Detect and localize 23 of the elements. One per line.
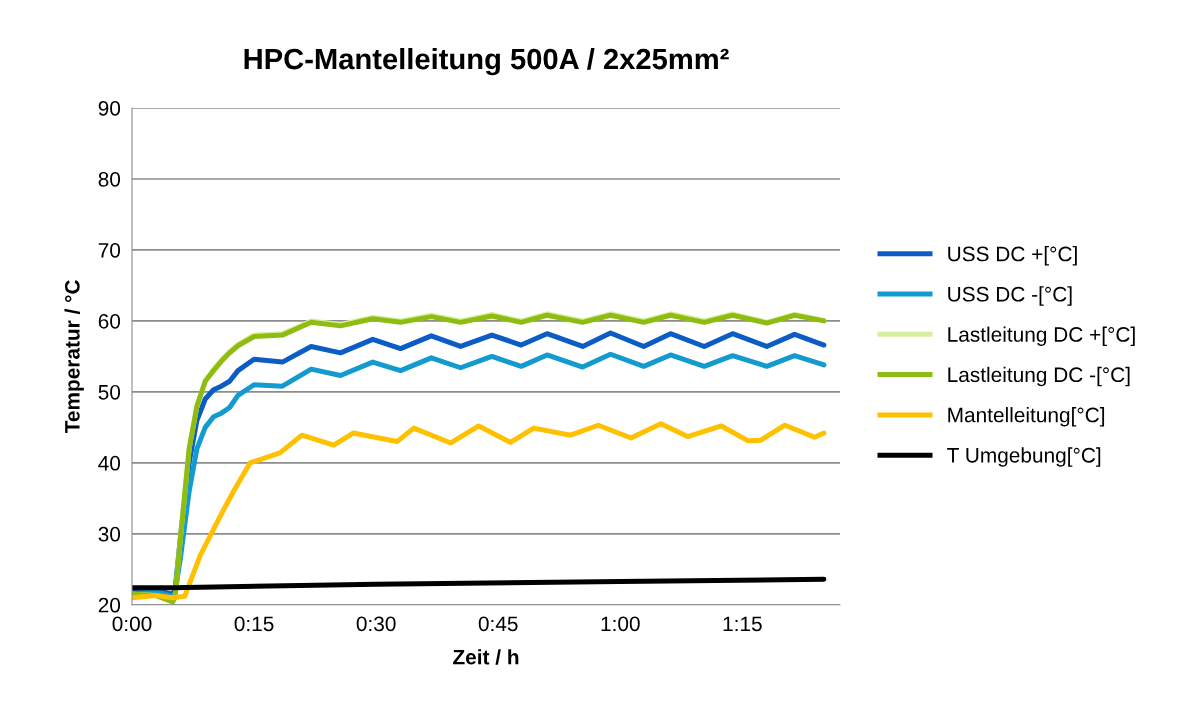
y-tick-label: 30 bbox=[98, 526, 121, 542]
legend-label: Mantelleitung[°C] bbox=[948, 407, 1105, 427]
x-tick-label: 0:15 bbox=[234, 616, 274, 632]
y-tick-label: 90 bbox=[98, 101, 121, 116]
legend-label: USS DC -[°C] bbox=[948, 286, 1072, 306]
x-axis-title: Zeit / h bbox=[453, 649, 519, 665]
x-tick-label: 0:45 bbox=[478, 616, 518, 632]
y-tick-label: 80 bbox=[98, 171, 121, 187]
x-tick-label: 0:00 bbox=[112, 616, 152, 632]
chart-title: HPC-Mantelleitung 500A / 2x25mm² bbox=[244, 47, 729, 76]
legend-label: Lastleitung DC +[°C] bbox=[948, 326, 1135, 346]
y-tick-label: 60 bbox=[98, 313, 121, 329]
y-tick-label: 20 bbox=[98, 597, 121, 613]
legend-label: T Umgebung[°C] bbox=[947, 447, 1101, 467]
x-tick-label: 1:00 bbox=[601, 616, 640, 632]
legend-label: USS DC +[°C] bbox=[948, 246, 1077, 266]
y-axis-title: Temperatur / °C bbox=[64, 280, 84, 434]
x-tick-label: 0:30 bbox=[356, 616, 396, 632]
legend-label: Lastleitung DC -[°C] bbox=[948, 366, 1130, 387]
y-tick-label: 40 bbox=[98, 455, 121, 471]
x-tick-label: 1:15 bbox=[723, 616, 762, 632]
y-tick-label: 50 bbox=[98, 384, 121, 400]
y-tick-label: 70 bbox=[98, 242, 121, 258]
